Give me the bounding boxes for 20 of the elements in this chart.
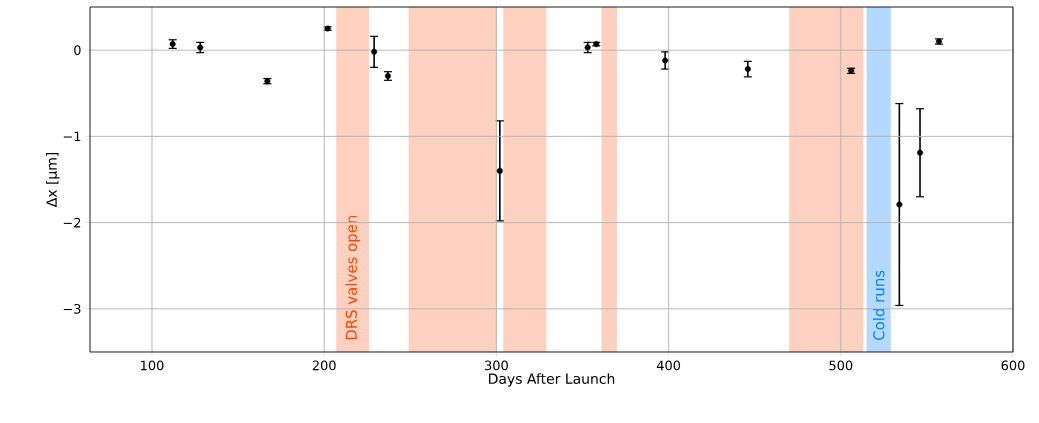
point <box>496 167 503 174</box>
x-tick-label: 200 <box>312 360 336 371</box>
point <box>917 149 924 156</box>
y-axis-title: Δx [μm] <box>46 152 60 208</box>
point <box>662 57 669 64</box>
x-tick-label: 300 <box>485 360 508 371</box>
point <box>371 48 378 55</box>
band-label: Cold runs <box>872 270 885 340</box>
x-tick-label: 600 <box>1001 360 1025 371</box>
y-tick-label: −1 <box>63 131 81 142</box>
y-tick-label: −2 <box>63 217 81 228</box>
x-axis-title: Days After Launch <box>489 373 615 387</box>
x-tick-label: 100 <box>141 360 164 371</box>
x-tick-label: 400 <box>656 360 681 371</box>
point <box>896 201 903 208</box>
x-tick-label: 500 <box>829 360 853 371</box>
point <box>744 66 751 73</box>
band-label: DRS valves open <box>345 215 360 340</box>
y-tick-label: 0 <box>74 45 81 56</box>
y-tick-label: −3 <box>63 303 81 314</box>
